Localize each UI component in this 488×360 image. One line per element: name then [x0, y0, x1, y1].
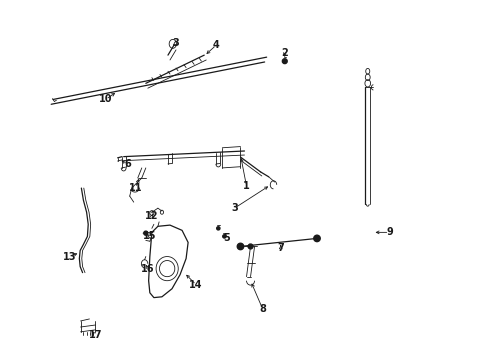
Text: 8: 8	[259, 304, 265, 314]
Text: 4: 4	[212, 40, 219, 50]
Text: 5: 5	[223, 233, 229, 243]
Circle shape	[282, 59, 286, 64]
Circle shape	[223, 235, 225, 238]
Text: 6: 6	[124, 159, 131, 169]
Circle shape	[237, 243, 243, 250]
Text: 10: 10	[99, 94, 112, 104]
Text: 3: 3	[231, 203, 237, 213]
Circle shape	[313, 235, 320, 242]
Text: 17: 17	[88, 330, 102, 340]
Circle shape	[216, 227, 220, 230]
Text: 14: 14	[189, 280, 203, 290]
Text: 9: 9	[386, 228, 392, 237]
Text: 15: 15	[143, 231, 156, 242]
Text: 2: 2	[281, 48, 287, 58]
Text: 7: 7	[277, 243, 284, 253]
Circle shape	[143, 231, 147, 235]
Text: 13: 13	[62, 252, 76, 261]
Circle shape	[247, 244, 252, 249]
Text: 11: 11	[129, 183, 142, 193]
Text: 1: 1	[243, 181, 249, 191]
Text: 3: 3	[172, 38, 179, 48]
Text: 16: 16	[141, 264, 154, 274]
Text: 12: 12	[145, 211, 158, 221]
